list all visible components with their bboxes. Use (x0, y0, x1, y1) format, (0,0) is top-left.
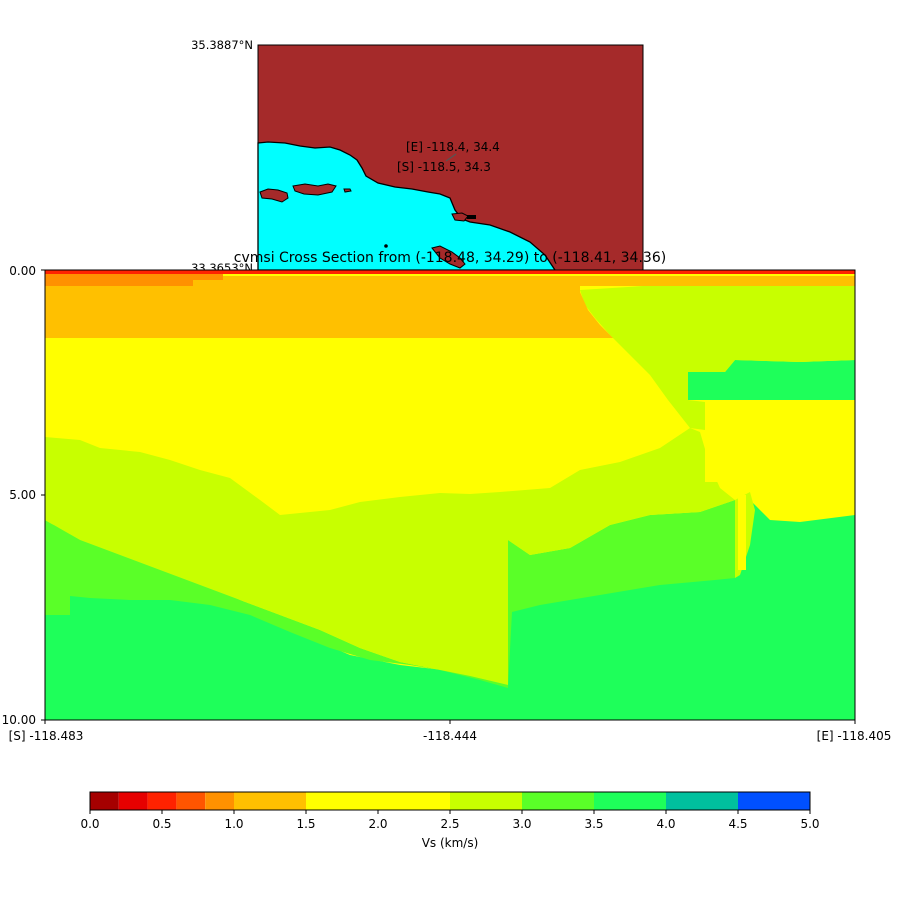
marker-start-label: [S] -118.5, 34.3 (397, 160, 491, 174)
colorbar: 0.0 0.5 1.0 1.5 2.0 2.5 3.0 3.5 4.0 4.5 5.0 Vs (km… (80, 791, 820, 850)
colorbar-segment (450, 792, 522, 810)
vs-zone-2.5-3.0 (45, 428, 755, 685)
cross-section-line (445, 153, 457, 162)
vs-zone-0.4-0.6 (45, 270, 855, 274)
island (451, 212, 469, 222)
island (343, 188, 352, 193)
colorbar-tick-label: 2.5 (440, 817, 459, 831)
vs-zone-0.8-1.0 (193, 274, 223, 280)
colorbar-label: Vs (km/s) (422, 836, 479, 850)
colorbar-tick-label: 1.5 (296, 817, 315, 831)
x-tick-label: [S] -118.483 (9, 729, 84, 743)
vs-zone-3.0-3.5 (45, 500, 735, 688)
chart-title: cvmsi Cross Section from (-118.48, 34.29… (234, 250, 666, 266)
colorbar-tick-label: 3.5 (584, 817, 603, 831)
x-tick-label: -118.444 (423, 729, 477, 743)
colorbar-tick-label: 2.0 (368, 817, 387, 831)
colorbar-segment (118, 792, 148, 810)
vs-zone-3.5-4.0 (45, 500, 855, 720)
colorbar-segment (594, 792, 666, 810)
colorbar-ticks: 0.0 0.5 1.0 1.5 2.0 2.5 3.0 3.5 4.0 4.5 5.0 (80, 810, 820, 831)
colorbar-segment (205, 792, 234, 810)
vs-zone-3.5-4.0 (688, 360, 855, 400)
colorbar-segment (522, 792, 594, 810)
marker-end-label: [E] -118.4, 34.4 (406, 140, 500, 154)
colorbar-tick-label: 0.0 (80, 817, 99, 831)
vs-zone-0.8-1.0 (45, 274, 193, 286)
colorbar-segment (147, 792, 177, 810)
y-tick-label: 5.00 (9, 488, 36, 502)
inset-map: 35.3887°N 33.3653°N [E] -118.4, 34.4 [S]… (191, 38, 644, 276)
colorbar-tick-label: 5.0 (800, 817, 819, 831)
colorbar-tick-label: 4.5 (728, 817, 747, 831)
colorbar-segment (90, 792, 119, 810)
colorbar-tick-label: 3.0 (512, 817, 531, 831)
map-lat-top: 35.3887°N (191, 38, 253, 52)
vs-zone-1.5-2.5 (738, 495, 746, 570)
colorbar-tick-label: 1.0 (224, 817, 243, 831)
island (467, 215, 476, 219)
colorbar-segment (234, 792, 306, 810)
island (431, 245, 466, 269)
island (259, 188, 289, 203)
x-tick-lines (44, 720, 856, 724)
vs-zone-2.5-3.0 (580, 286, 855, 430)
colorbar-segment (306, 792, 450, 810)
colorbar-segment (176, 792, 206, 810)
vs-zone-1.5-2.5 (705, 402, 733, 482)
x-tick-label: [E] -118.405 (817, 729, 892, 743)
vs-zone-1.0-1.5 (45, 276, 855, 338)
y-tick-label: 10.00 (2, 713, 36, 727)
island (292, 183, 337, 196)
colorbar-segment (738, 792, 810, 810)
island (384, 244, 388, 248)
map-ocean (257, 141, 557, 271)
colorbar-tick-label: 0.5 (152, 817, 171, 831)
colorbar-tick-label: 4.0 (656, 817, 675, 831)
colorbar-segment (666, 792, 738, 810)
y-tick-label: 0.00 (9, 264, 36, 278)
vs-zone-3.0-3.5 (45, 525, 70, 615)
cross-section-plot: cvmsi Cross Section from (-118.48, 34.29… (2, 250, 892, 743)
y-tick-lines (41, 269, 45, 721)
colorbar-segments (90, 792, 810, 810)
